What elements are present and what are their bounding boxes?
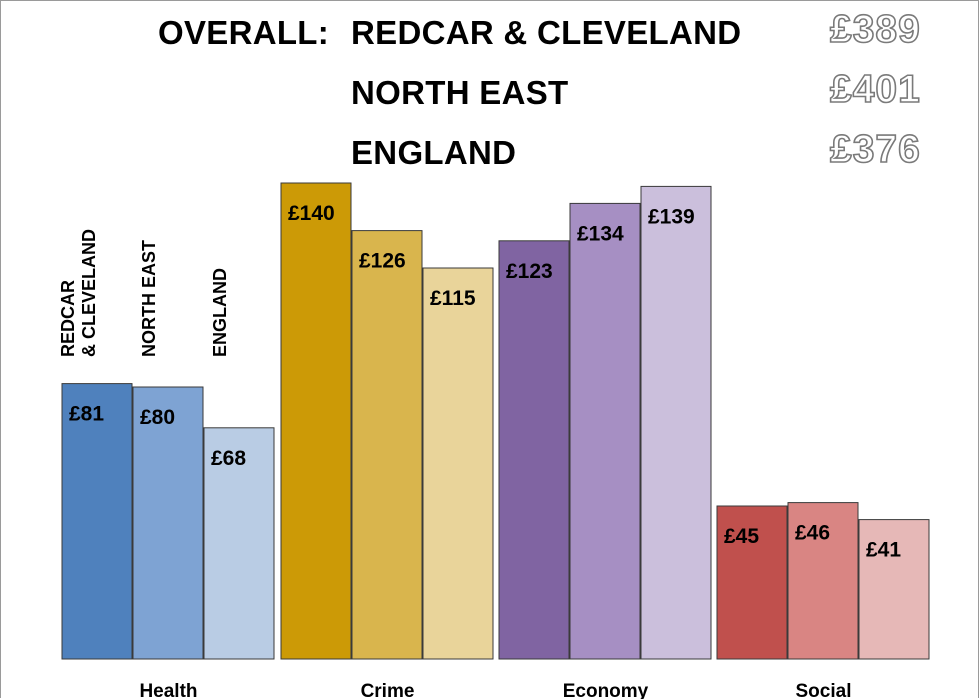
data-label-social-north-east: £46	[795, 522, 830, 545]
data-label-crime-england: £115	[430, 287, 476, 310]
category-label-health: Health	[139, 681, 197, 699]
series-label-redcar-and-cleveland: REDCAR& CLEVELAND	[58, 229, 99, 357]
summary-prefix: OVERALL:	[158, 14, 330, 51]
bar-economy-redcar-and-cleveland	[498, 240, 570, 660]
bar-crime-north-east	[351, 230, 423, 660]
category-label-economy: Economy	[563, 681, 649, 699]
summary-value-redcar: £389	[829, 7, 921, 52]
bar-health-north-east	[132, 386, 204, 660]
summary-value-north-east: £401	[829, 67, 921, 112]
bar-economy-north-east	[569, 202, 641, 660]
data-label-economy-north-east: £134	[577, 222, 624, 245]
data-label-health-redcar-and-cleveland: £81	[69, 403, 104, 426]
bar-crime-redcar-and-cleveland	[280, 182, 352, 660]
bar-social-north-east	[787, 502, 859, 660]
bar-economy-england	[640, 185, 712, 660]
data-label-health-north-east: £80	[140, 406, 175, 429]
data-label-economy-england: £139	[648, 205, 695, 228]
bar-social-redcar-and-cleveland	[716, 505, 788, 660]
data-label-social-redcar-and-cleveland: £45	[724, 525, 759, 548]
data-label-crime-redcar-and-cleveland: £140	[288, 202, 335, 225]
bar-health-redcar-and-cleveland	[61, 383, 133, 660]
data-label-economy-redcar-and-cleveland: £123	[506, 260, 553, 283]
bar-social-england	[858, 519, 930, 660]
data-label-crime-north-east: £126	[359, 250, 406, 273]
summary-value-england: £376	[829, 127, 921, 172]
data-label-social-england: £41	[866, 539, 901, 562]
series-label-england: ENGLAND	[210, 268, 230, 357]
category-label-social: Social	[796, 681, 852, 699]
data-label-health-england: £68	[211, 447, 246, 470]
bar-crime-england	[422, 267, 494, 660]
series-label-north-east: NORTH EAST	[139, 240, 159, 357]
summary-label-north-east: NORTH EAST	[351, 74, 569, 111]
bar-health-england	[203, 427, 275, 660]
category-label-crime: Crime	[361, 681, 415, 699]
summary-label-england: ENGLAND	[351, 134, 517, 171]
summary-label-redcar: REDCAR & CLEVELAND	[351, 14, 742, 51]
